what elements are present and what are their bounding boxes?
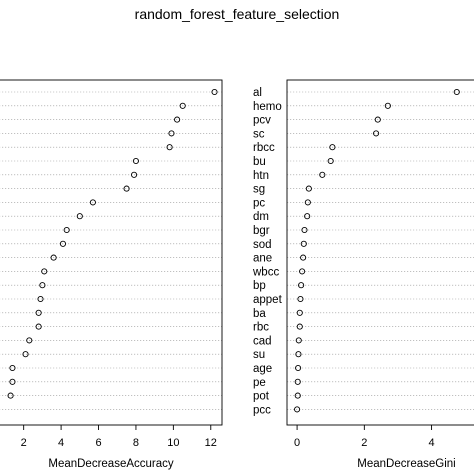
meandecreasegini-axis-label: MeanDecreaseGini: [357, 458, 455, 470]
meandecreasegini-point-appet: [297, 295, 304, 303]
meandecreaseaccuracy-point-cad: [26, 337, 33, 344]
meandecreaseaccuracy-tick-label-12: 12: [205, 437, 217, 449]
feature-label-cad: cad: [253, 335, 272, 347]
feature-label-pot: pot: [253, 391, 270, 403]
meandecreaseaccuracy-point-su: [22, 351, 29, 358]
feature-label-wbcc: wbcc: [252, 266, 279, 278]
meandecreasegini-point-bgr: [301, 226, 308, 234]
meandecreasegini-point-wbcc: [299, 268, 306, 275]
meandecreaseaccuracy-point-rbcc: [166, 144, 173, 151]
meandecreasegini-point-sc: [373, 130, 380, 137]
meandecreaseaccuracy-point-rbc: [35, 323, 42, 330]
feature-label-bgr: bgr: [253, 225, 270, 237]
meandecreasegini-point-ane: [300, 254, 307, 261]
meandecreasegini-point-cad: [295, 337, 302, 344]
feature-label-pcc: pcc: [253, 404, 271, 416]
meandecreaseaccuracy-point-al: [211, 88, 218, 96]
feature-label-sg: sg: [253, 184, 265, 196]
feature-label-rbc: rbc: [253, 322, 269, 334]
meandecreasegini-point-pe: [294, 378, 301, 385]
feature-label-pc: pc: [253, 197, 265, 209]
meandecreaseaccuracy-point-bgr: [63, 226, 70, 234]
meandecreaseaccuracy-point-ba: [35, 309, 42, 316]
meandecreaseaccuracy-point-pc: [89, 199, 96, 206]
meandecreasegini-frame: [286, 79, 474, 426]
meandecreaseaccuracy-point-bu: [132, 157, 139, 165]
chart-title: random_forest_feature_selection: [135, 6, 340, 22]
meandecreaseaccuracy-point-sod: [59, 240, 67, 247]
meandecreasegini-point-age: [295, 364, 302, 372]
meandecreaseaccuracy-point-appet: [37, 295, 44, 303]
mean-decrease-gini-panel: 0 2 4 MeanDecreaseGini: [286, 79, 474, 470]
meandecreasegini-point-htn: [319, 171, 326, 178]
feature-label-al: al: [253, 87, 262, 99]
meandecreaseaccuracy-point-wbcc: [41, 268, 48, 275]
meandecreasegini-point-dm: [304, 213, 311, 220]
meandecreasegini-tick-label-0: 0: [294, 437, 300, 449]
feature-label-su: su: [253, 349, 265, 361]
meandecreasegini-point-pcv: [374, 116, 381, 123]
feature-label-ba: ba: [253, 308, 266, 320]
feature-label-hemo: hemo: [253, 101, 282, 113]
feature-label-sod: sod: [253, 239, 272, 251]
feature-label-appet: appet: [253, 294, 283, 306]
feature-label-htn: htn: [253, 170, 269, 182]
feature-label-bu: bu: [253, 156, 266, 168]
meandecreaseaccuracy-point-dm: [76, 213, 83, 220]
meandecreaseaccuracy-point-pot: [7, 392, 14, 399]
meandecreasegini-point-sod: [300, 240, 307, 247]
meandecreaseaccuracy-tick-label-2: 2: [21, 437, 27, 449]
meandecreasegini-point-sg: [305, 185, 312, 192]
meandecreasegini-point-rbcc: [329, 144, 336, 151]
meandecreasegini-point-hemo: [384, 102, 391, 109]
meandecreaseaccuracy-tick-label-10: 10: [167, 437, 179, 449]
feature-label-ane: ane: [253, 253, 272, 265]
meandecreaseaccuracy-point-ane: [50, 254, 57, 261]
meandecreaseaccuracy-tick-label-4: 4: [58, 437, 64, 449]
meandecreasegini-point-al: [453, 88, 460, 96]
meandecreasegini-point-pc: [304, 199, 311, 206]
meandecreasegini-point-pot: [294, 392, 301, 399]
meandecreaseaccuracy-tick-label-6: 6: [95, 437, 101, 449]
meandecreasegini-point-bp: [298, 282, 305, 289]
meandecreaseaccuracy-point-bp: [39, 282, 46, 289]
mean-decrease-accuracy-panel: 2 4 6 8 10 12 MeanDecreaseAccuracy: [0, 79, 223, 470]
meandecreaseaccuracy-tick-label-8: 8: [133, 437, 139, 449]
meandecreaseaccuracy-point-age: [9, 364, 16, 372]
feature-label-bp: bp: [253, 280, 266, 292]
meandecreaseaccuracy-point-sg: [123, 185, 130, 192]
meandecreasegini-point-rbc: [296, 323, 303, 330]
meandecreaseaccuracy-frame: [0, 79, 223, 426]
meandecreasegini-point-bu: [327, 157, 334, 165]
meandecreaseaccuracy-point-pe: [9, 378, 16, 385]
meandecreaseaccuracy-point-hemo: [179, 102, 186, 109]
meandecreasegini-point-su: [295, 351, 302, 358]
feature-label-rbcc: rbcc: [253, 142, 275, 154]
meandecreasegini-point-pcc: [294, 406, 301, 413]
meandecreaseaccuracy-axis-label: MeanDecreaseAccuracy: [48, 458, 174, 470]
meandecreaseaccuracy-point-sc: [168, 130, 175, 137]
feature-label-dm: dm: [253, 211, 269, 223]
feature-label-age: age: [253, 363, 272, 375]
meandecreasegini-tick-label-4: 4: [429, 437, 435, 449]
feature-label-pe: pe: [253, 377, 266, 389]
meandecreasegini-tick-label-2: 2: [361, 437, 367, 449]
feature-label-pcv: pcv: [253, 115, 271, 127]
meandecreaseaccuracy-point-htn: [131, 171, 138, 178]
meandecreasegini-point-ba: [296, 309, 303, 316]
feature-label-sc: sc: [253, 128, 265, 140]
meandecreaseaccuracy-point-pcv: [174, 116, 181, 123]
